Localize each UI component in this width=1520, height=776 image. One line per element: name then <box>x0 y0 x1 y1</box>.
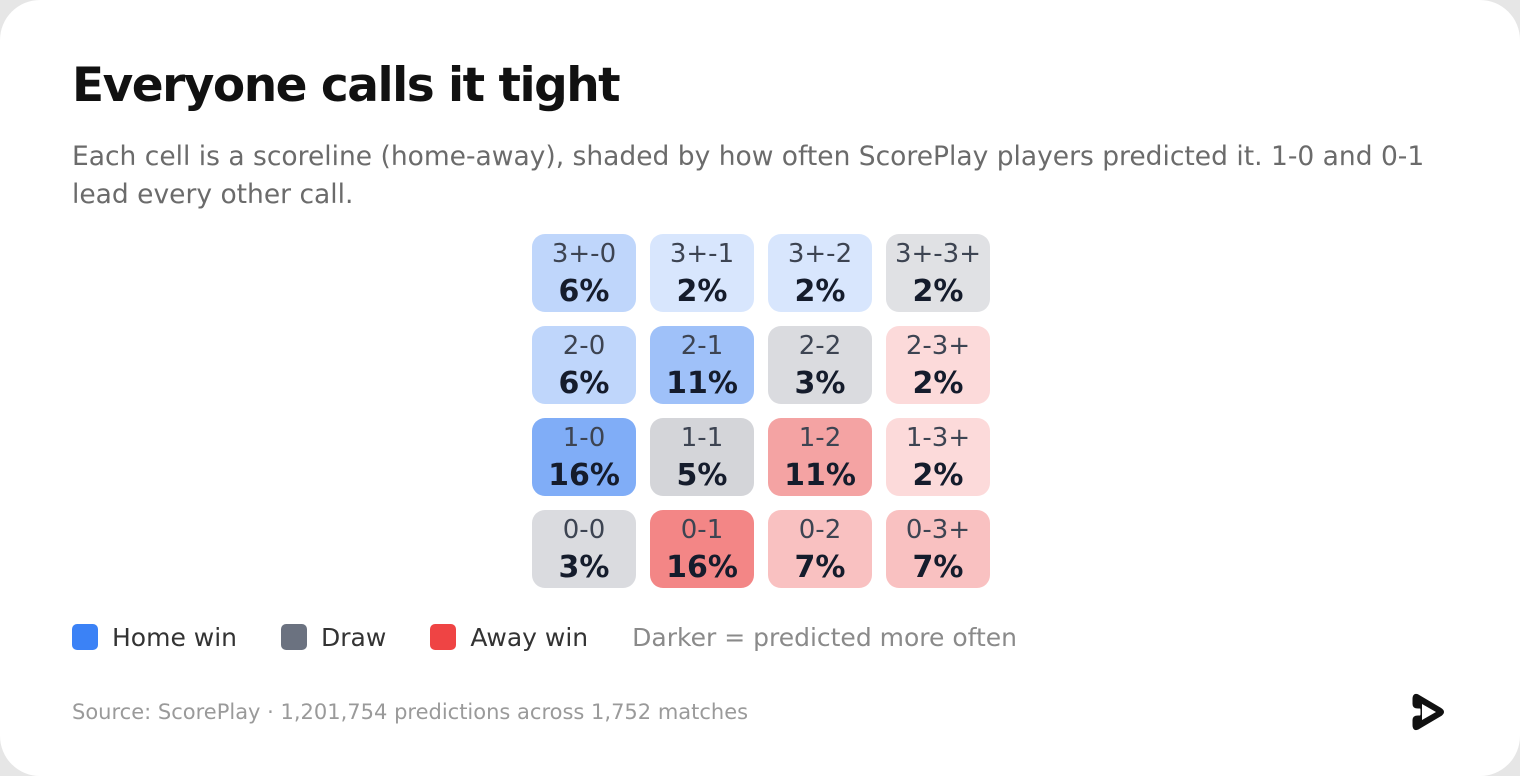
heatmap-cell-0-1: 0-1 16% <box>650 510 754 588</box>
cell-scoreline: 0-3+ <box>905 515 971 545</box>
legend-swatch-draw <box>281 624 308 650</box>
heatmap-cell-2-2: 2-2 3% <box>768 326 872 404</box>
legend-label-away: Away win <box>470 622 589 652</box>
cell-scoreline: 1-0 <box>562 423 606 453</box>
cell-percentage: 2% <box>676 274 728 309</box>
heatmap-cell-2-3plus: 2-3+ 2% <box>886 326 990 404</box>
cell-scoreline: 1-1 <box>680 423 724 453</box>
cell-percentage: 3% <box>558 550 610 585</box>
cell-percentage: 2% <box>794 274 846 309</box>
cell-percentage: 11% <box>666 366 738 401</box>
cell-scoreline: 2-3+ <box>905 331 971 361</box>
cell-percentage: 6% <box>558 274 610 309</box>
cell-percentage: 7% <box>912 550 964 585</box>
legend-item-draw: Draw <box>281 623 386 652</box>
cell-scoreline: 1-3+ <box>905 423 971 453</box>
legend-swatch-home <box>72 624 98 650</box>
legend-label-draw: Draw <box>321 622 387 652</box>
cell-percentage: 7% <box>794 550 846 585</box>
cell-scoreline: 2-2 <box>798 331 842 361</box>
cell-percentage: 5% <box>676 458 728 493</box>
cell-percentage: 2% <box>912 366 964 401</box>
chart-title: Everyone calls it tight <box>72 58 621 113</box>
cell-scoreline: 3+-1 <box>669 239 735 269</box>
cell-percentage: 6% <box>558 366 610 401</box>
heatmap-cell-3plus-3plus: 3+-3+ 2% <box>886 234 990 312</box>
heatmap-cell-2-1: 2-1 11% <box>650 326 754 404</box>
cell-scoreline: 3+-2 <box>787 239 853 269</box>
cell-percentage: 3% <box>794 366 846 401</box>
legend-swatch-away <box>430 624 457 650</box>
cell-percentage: 11% <box>784 458 856 493</box>
play-logo-icon <box>1412 693 1444 731</box>
legend-label-home: Home win <box>112 622 238 652</box>
heatmap-cell-2-0: 2-0 6% <box>532 326 636 404</box>
heatmap-cell-1-1: 1-1 5% <box>650 418 754 496</box>
legend: Home win Draw Away win Darker = predicte… <box>72 620 1017 654</box>
cell-percentage: 16% <box>666 550 738 585</box>
cell-percentage: 16% <box>548 458 620 493</box>
cell-scoreline: 1-2 <box>798 423 842 453</box>
heatmap-cell-1-0: 1-0 16% <box>532 418 636 496</box>
cell-scoreline: 0-2 <box>798 515 842 545</box>
legend-item-home: Home win <box>72 623 237 652</box>
cell-scoreline: 0-0 <box>562 515 606 545</box>
cell-percentage: 2% <box>912 274 964 309</box>
cell-percentage: 2% <box>912 458 964 493</box>
heatmap-cell-0-0: 0-0 3% <box>532 510 636 588</box>
heatmap-cell-0-2: 0-2 7% <box>768 510 872 588</box>
source-note: Source: ScorePlay · 1,201,754 prediction… <box>72 700 749 724</box>
cell-scoreline: 0-1 <box>680 515 724 545</box>
cell-scoreline: 2-0 <box>562 331 606 361</box>
cell-scoreline: 3+-3+ <box>894 239 982 269</box>
scoreline-heatmap: 3+-0 6% 3+-1 2% 3+-2 2% 3+-3+ 2% 2-0 6% 2-1 11% 2-2 3… <box>532 234 990 588</box>
cell-scoreline: 2-1 <box>680 331 724 361</box>
legend-note: Darker = predicted more often <box>632 622 1018 652</box>
heatmap-cell-3plus-1: 3+-1 2% <box>650 234 754 312</box>
heatmap-cell-1-2: 1-2 11% <box>768 418 872 496</box>
heatmap-cell-0-3plus: 0-3+ 7% <box>886 510 990 588</box>
heatmap-cell-3plus-0: 3+-0 6% <box>532 234 636 312</box>
cell-scoreline: 3+-0 <box>551 239 617 269</box>
heatmap-cell-3plus-2: 3+-2 2% <box>768 234 872 312</box>
chart-subtitle: Each cell is a scoreline (home-away), sh… <box>72 141 1425 210</box>
legend-item-away: Away win <box>430 623 588 652</box>
heatmap-cell-1-3plus: 1-3+ 2% <box>886 418 990 496</box>
